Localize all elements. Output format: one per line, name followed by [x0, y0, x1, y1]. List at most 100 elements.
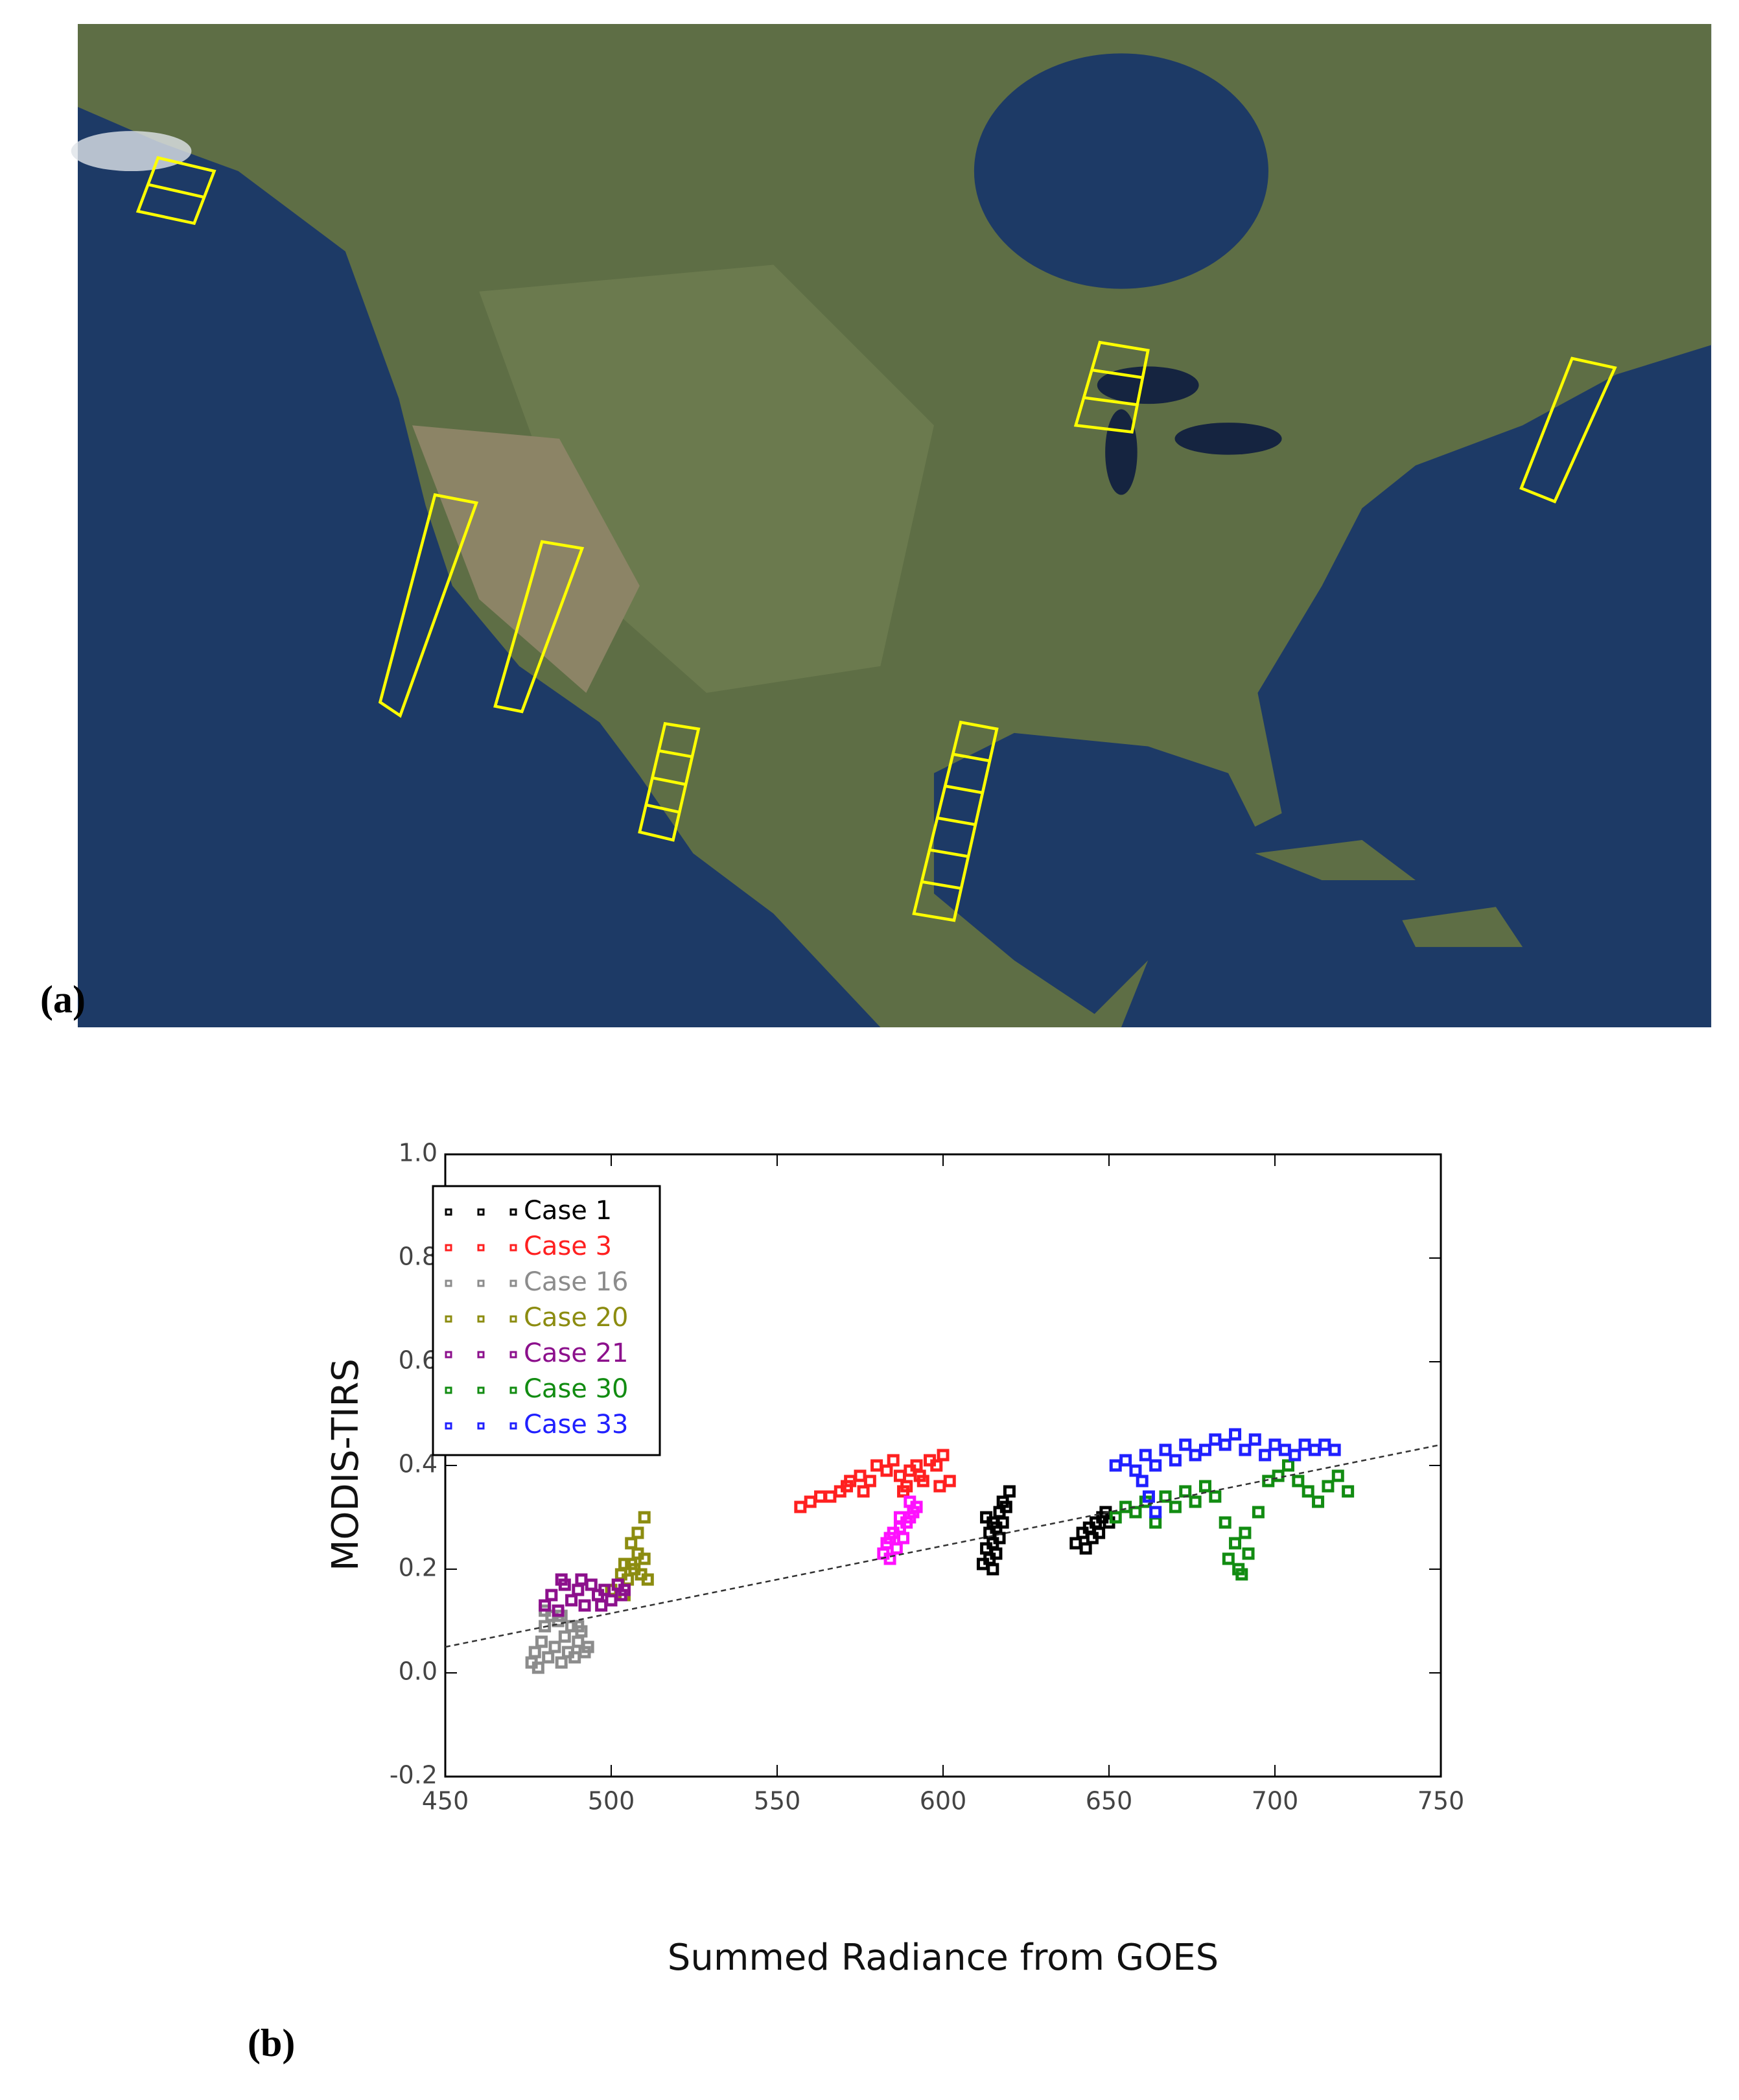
- point: [1312, 1495, 1325, 1508]
- point: [1149, 1516, 1162, 1529]
- point: [1229, 1428, 1242, 1441]
- point: [1149, 1506, 1162, 1519]
- point: [1232, 1563, 1245, 1576]
- point: [883, 1552, 896, 1565]
- point: [1129, 1464, 1142, 1477]
- point: [857, 1485, 870, 1498]
- point: [572, 1583, 585, 1596]
- point: [1169, 1500, 1182, 1513]
- swath-division: [1083, 396, 1138, 406]
- point: [1242, 1547, 1255, 1560]
- point: [1259, 1449, 1272, 1462]
- swath-division: [929, 848, 969, 858]
- point: [1159, 1490, 1172, 1503]
- point: [854, 1469, 867, 1482]
- point: [980, 1511, 993, 1524]
- legend-marker: [509, 1208, 517, 1216]
- legend-marker: [509, 1386, 517, 1394]
- point: [1136, 1475, 1149, 1488]
- x-tick-label: 500: [588, 1787, 635, 1815]
- legend-marker: [477, 1244, 485, 1252]
- legend-marker: [509, 1279, 517, 1287]
- point: [625, 1537, 638, 1550]
- point: [1272, 1469, 1285, 1482]
- point: [572, 1635, 585, 1648]
- point: [883, 1532, 896, 1545]
- point: [565, 1594, 578, 1607]
- point: [999, 1500, 1012, 1513]
- point: [1003, 1485, 1016, 1498]
- point: [794, 1500, 807, 1513]
- swath: [378, 493, 479, 718]
- point: [1281, 1459, 1294, 1472]
- point: [631, 1526, 644, 1539]
- y-tick-label: 0.4: [399, 1450, 438, 1478]
- x-tick-label: 650: [1086, 1787, 1133, 1815]
- point: [555, 1656, 568, 1669]
- point: [1109, 1459, 1122, 1472]
- legend-marker: [445, 1315, 452, 1323]
- cuba: [1255, 840, 1416, 880]
- x-tick-label: 550: [754, 1787, 801, 1815]
- point: [1139, 1449, 1152, 1462]
- swath-division: [937, 816, 976, 826]
- swath-division: [1091, 368, 1143, 379]
- point: [1209, 1490, 1222, 1503]
- legend-label: Case 16: [524, 1267, 629, 1297]
- x-tick-label: 750: [1418, 1787, 1465, 1815]
- point: [545, 1589, 558, 1602]
- point: [804, 1495, 817, 1508]
- swath-division: [944, 784, 983, 795]
- x-tick-label: 700: [1252, 1787, 1299, 1815]
- y-axis-title: MODIS-TIRS: [325, 1359, 367, 1571]
- point: [638, 1511, 651, 1524]
- point: [986, 1563, 999, 1576]
- swath: [638, 721, 701, 842]
- legend-marker: [477, 1208, 485, 1216]
- point: [863, 1475, 876, 1488]
- x-axis-title: Summed Radiance from GOES: [668, 1937, 1219, 1979]
- point: [641, 1573, 654, 1586]
- snow: [71, 131, 192, 172]
- point: [622, 1573, 635, 1586]
- legend-marker: [477, 1422, 485, 1430]
- point: [893, 1511, 906, 1524]
- point: [598, 1583, 611, 1596]
- point: [1189, 1449, 1202, 1462]
- legend-marker: [509, 1244, 517, 1252]
- point: [1198, 1443, 1211, 1456]
- point: [1189, 1495, 1202, 1508]
- point: [841, 1480, 854, 1493]
- point: [548, 1640, 561, 1653]
- point: [990, 1547, 1003, 1560]
- point: [558, 1630, 571, 1643]
- point: [814, 1490, 827, 1503]
- swath: [1519, 356, 1617, 504]
- point: [910, 1459, 923, 1472]
- point: [1093, 1526, 1106, 1539]
- point: [1219, 1516, 1231, 1529]
- point: [913, 1469, 926, 1482]
- point: [930, 1459, 943, 1472]
- point: [993, 1532, 1006, 1545]
- point: [1278, 1443, 1291, 1456]
- point: [1322, 1480, 1335, 1493]
- point: [890, 1542, 903, 1555]
- point: [605, 1594, 618, 1607]
- x-tick-label: 600: [920, 1787, 967, 1815]
- point: [1239, 1526, 1252, 1539]
- legend-label: Case 30: [524, 1374, 629, 1404]
- point: [528, 1646, 541, 1659]
- point: [552, 1604, 565, 1617]
- legend-label: Case 21: [524, 1338, 629, 1368]
- fit-line: [445, 1443, 1441, 1648]
- point: [555, 1573, 568, 1586]
- point: [943, 1475, 956, 1488]
- point: [531, 1661, 544, 1674]
- point: [542, 1651, 555, 1664]
- point: [1179, 1438, 1192, 1451]
- point: [1248, 1433, 1261, 1446]
- point: [897, 1532, 910, 1545]
- point: [1239, 1443, 1252, 1456]
